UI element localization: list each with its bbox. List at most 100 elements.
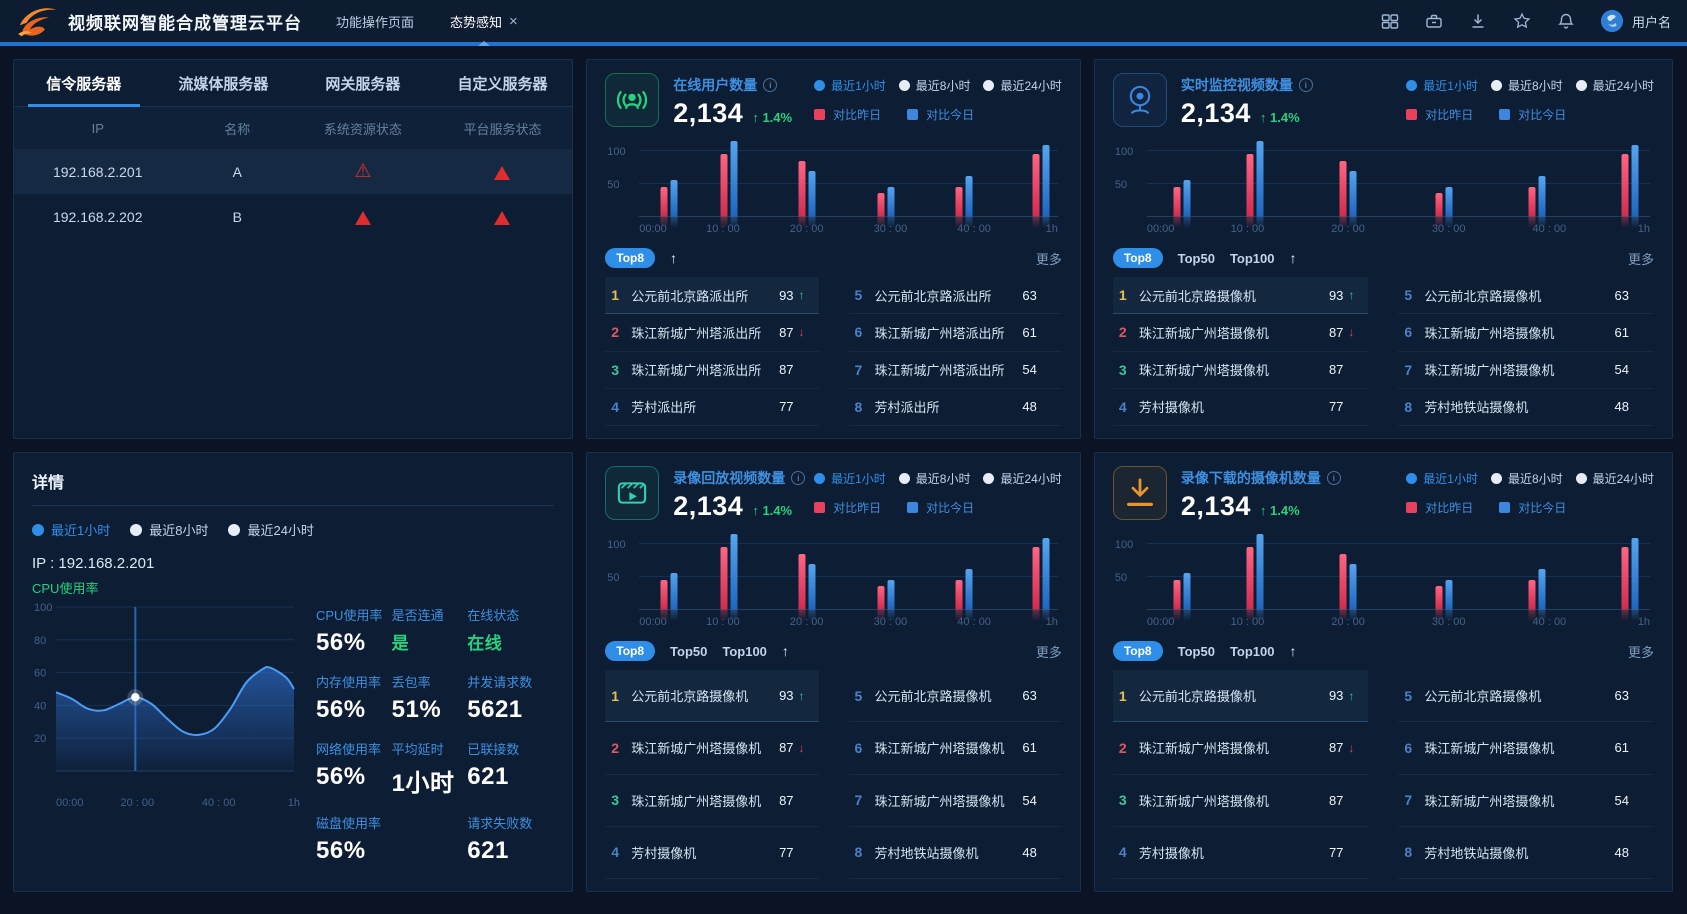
list-item[interactable]: 1 公元前北京路摄像机 93 ↑	[605, 670, 819, 723]
server-tab-1[interactable]: 流媒体服务器	[178, 75, 269, 93]
list-item[interactable]: 2 珠江新城广州塔派出所 87 ↓	[605, 314, 819, 352]
toolbox-icon[interactable]	[1424, 11, 1444, 31]
kpi1-time-filter-2[interactable]: 最近24小时	[1575, 77, 1654, 94]
list-item[interactable]: 5 公元前北京路摄像机 63	[1398, 670, 1654, 723]
top-tab-top100[interactable]: Top100	[722, 643, 767, 659]
list-item[interactable]: 2 珠江新城广州塔摄像机 87 ↓	[1112, 722, 1369, 775]
list-item[interactable]: 7 珠江新城广州塔派出所 54	[848, 352, 1062, 389]
kpi0-time-filter-1[interactable]: 最近8小时	[898, 77, 970, 94]
kpi2-time-filter-1[interactable]: 最近8小时	[898, 470, 970, 487]
top-tab-top50[interactable]: Top50	[1177, 643, 1215, 659]
info-icon[interactable]: i	[1326, 471, 1341, 485]
list-item[interactable]: 4 芳村摄像机 77	[605, 827, 819, 879]
more-link[interactable]: 更多	[1627, 644, 1654, 660]
kpi3-time-filter-2[interactable]: 最近24小时	[1575, 470, 1654, 487]
more-link[interactable]: 更多	[1035, 644, 1062, 660]
kpi3-time-filter-1[interactable]: 最近8小时	[1490, 470, 1563, 487]
nav-tab-situation-awareness[interactable]: 态势感知 ×	[450, 0, 518, 46]
bar-today	[1042, 144, 1050, 228]
kpi0-time-filter-2[interactable]: 最近24小时	[983, 77, 1062, 94]
detail-time-filter-1[interactable]: 最近8小时	[130, 520, 208, 539]
list-item[interactable]: 6 珠江新城广州塔摄像机 61	[1398, 722, 1654, 775]
top-tab-top8[interactable]: Top8	[605, 641, 656, 661]
list-item[interactable]: 7 珠江新城广州塔摄像机 54	[848, 775, 1062, 827]
table-row[interactable]: 192.168.2.202 B	[14, 194, 572, 239]
server-tab-3[interactable]: 自定义服务器	[457, 75, 548, 93]
list-item[interactable]: 3 珠江新城广州塔派出所 87	[605, 352, 819, 389]
download-icon[interactable]	[1468, 11, 1488, 31]
list-item[interactable]: 8 芳村地铁站摄像机 48	[1398, 827, 1654, 879]
nav-tab-function-pages[interactable]: 功能操作页面	[336, 0, 414, 42]
list-item[interactable]: 2 珠江新城广州塔摄像机 87 ↓	[1112, 314, 1369, 352]
top-tab-top50[interactable]: Top50	[670, 643, 708, 659]
legend-item-1[interactable]: 对比今日	[907, 499, 974, 516]
user-menu[interactable]: 用户名	[1600, 9, 1671, 33]
top-tab-top50[interactable]: Top50	[1177, 250, 1215, 266]
list-item[interactable]: 1 公元前北京路摄像机 93 ↑	[1112, 277, 1369, 315]
list-item[interactable]: 5 公元前北京路摄像机 63	[848, 670, 1062, 723]
top-tab-top8[interactable]: Top8	[605, 248, 656, 268]
list-item[interactable]: 1 公元前北京路摄像机 93 ↑	[1112, 670, 1369, 723]
legend-item-0[interactable]: 对比昨日	[1406, 106, 1473, 123]
rank-number: 6	[854, 739, 863, 756]
top-tab-top100[interactable]: Top100	[1229, 250, 1275, 266]
kpi-value: 2,134	[1180, 491, 1251, 521]
list-item[interactable]: 4 芳村摄像机 77	[1112, 389, 1369, 426]
list-item[interactable]: 3 珠江新城广州塔摄像机 87	[1112, 352, 1369, 389]
list-item[interactable]: 5 公元前北京路摄像机 63	[1398, 277, 1654, 315]
kpi2-time-filter-0[interactable]: 最近1小时	[814, 470, 886, 487]
top-tab-top8[interactable]: Top8	[1112, 641, 1163, 661]
list-item[interactable]: 3 珠江新城广州塔摄像机 87	[605, 775, 819, 827]
tab-close-icon[interactable]: ×	[509, 12, 518, 30]
list-item[interactable]: 8 芳村地铁站摄像机 48	[1398, 389, 1654, 426]
sort-ascending-icon[interactable]: ↑	[670, 250, 678, 266]
list-item[interactable]: 3 珠江新城广州塔摄像机 87	[1112, 775, 1369, 827]
bell-icon[interactable]	[1556, 11, 1576, 31]
kpi2-time-filter-2[interactable]: 最近24小时	[983, 470, 1062, 487]
kpi1-time-filter-1[interactable]: 最近8小时	[1490, 77, 1563, 94]
legend-item-0[interactable]: 对比昨日	[1406, 499, 1473, 516]
list-item[interactable]: 4 芳村派出所 77	[605, 389, 819, 426]
legend-item-1[interactable]: 对比今日	[1499, 499, 1566, 516]
kpi3-time-filter-0[interactable]: 最近1小时	[1406, 470, 1478, 487]
top-tab-top8[interactable]: Top8	[1112, 248, 1163, 268]
apps-icon[interactable]	[1380, 11, 1400, 31]
list-item[interactable]: 6 珠江新城广州塔摄像机 61	[848, 722, 1062, 775]
legend-item-0[interactable]: 对比昨日	[814, 499, 881, 516]
list-item[interactable]: 1 公元前北京路派出所 93 ↑	[605, 277, 819, 315]
legend-item-1[interactable]: 对比今日	[907, 106, 974, 123]
more-link[interactable]: 更多	[1627, 251, 1654, 267]
more-link[interactable]: 更多	[1035, 251, 1062, 267]
list-item[interactable]: 8 芳村派出所 48	[848, 389, 1062, 426]
info-icon[interactable]: i	[791, 471, 806, 485]
list-item[interactable]: 7 珠江新城广州塔摄像机 54	[1398, 352, 1654, 389]
detail-time-filter-0[interactable]: 最近1小时	[32, 520, 110, 539]
detail-time-filter-2[interactable]: 最近24小时	[228, 520, 314, 539]
sort-ascending-icon[interactable]: ↑	[781, 643, 789, 659]
list-item[interactable]: 5 公元前北京路派出所 63	[848, 277, 1062, 315]
list-item[interactable]: 6 珠江新城广州塔派出所 61	[848, 314, 1062, 352]
gridline	[639, 543, 1058, 544]
list-item[interactable]: 8 芳村地铁站摄像机 48	[848, 827, 1062, 879]
sort-ascending-icon[interactable]: ↑	[1289, 250, 1297, 266]
kpi0-time-filter-0[interactable]: 最近1小时	[814, 77, 886, 94]
legend-item-0[interactable]: 对比昨日	[814, 106, 881, 123]
rank-number: 5	[854, 687, 863, 704]
info-icon[interactable]: i	[1298, 78, 1313, 92]
list-item[interactable]: 2 珠江新城广州塔摄像机 87 ↓	[605, 722, 819, 775]
info-icon[interactable]: i	[763, 78, 778, 92]
server-tab-0[interactable]: 信令服务器	[14, 60, 154, 107]
sort-ascending-icon[interactable]: ↑	[1289, 643, 1297, 659]
star-icon[interactable]	[1512, 11, 1532, 31]
legend-item-1[interactable]: 对比今日	[1499, 106, 1566, 123]
bar-yesterday	[877, 586, 885, 621]
list-item[interactable]: 6 珠江新城广州塔摄像机 61	[1398, 314, 1654, 352]
server-tab-2[interactable]: 网关服务器	[325, 75, 401, 93]
top-tab-top100[interactable]: Top100	[1229, 643, 1275, 659]
kpi-title: 录像回放视频数量	[673, 470, 786, 486]
list-item[interactable]: 4 芳村摄像机 77	[1112, 827, 1369, 879]
table-row[interactable]: 192.168.2.201 A ⚠	[14, 149, 573, 194]
list-item[interactable]: 7 珠江新城广州塔摄像机 54	[1398, 775, 1654, 827]
item-name: 珠江新城广州塔摄像机	[1424, 325, 1555, 341]
kpi1-time-filter-0[interactable]: 最近1小时	[1406, 77, 1478, 94]
